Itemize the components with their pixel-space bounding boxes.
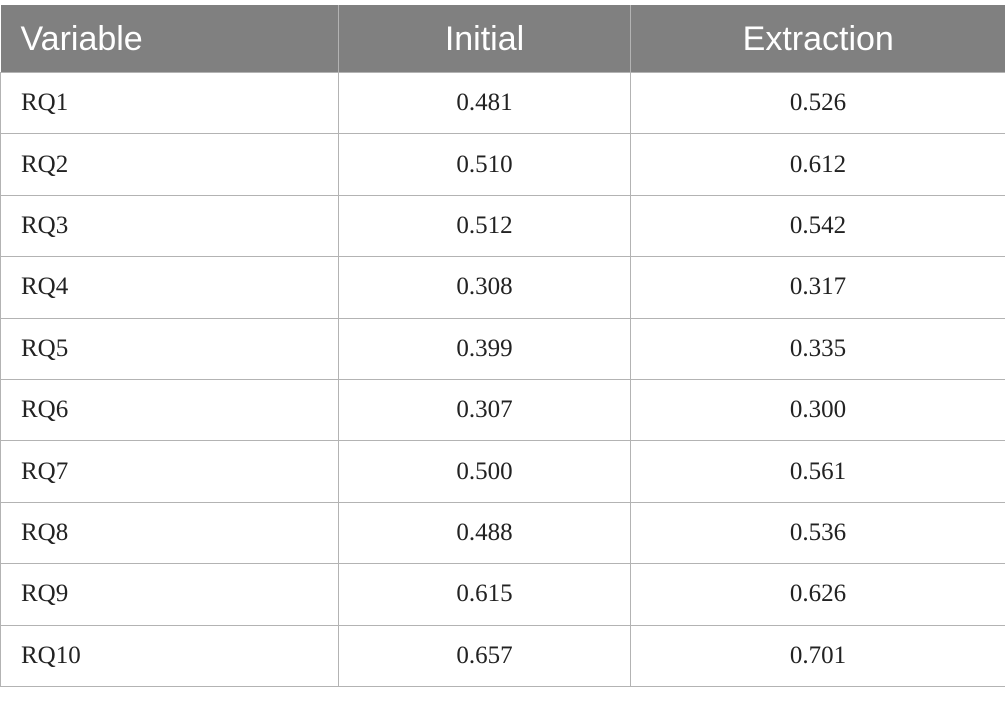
cell-extraction: 0.536	[630, 501, 1005, 565]
communalities-table-container: Variable Initial Extraction RQ1 0.481 0.…	[0, 5, 1005, 687]
cell-variable: RQ3	[0, 194, 339, 258]
cell-extraction: 0.335	[630, 317, 1005, 380]
cell-initial: 0.308	[338, 256, 631, 319]
table-row: RQ6 0.307 0.300	[0, 378, 1005, 442]
cell-initial: 0.399	[338, 317, 631, 380]
cell-initial: 0.488	[338, 501, 631, 565]
cell-initial: 0.307	[338, 378, 631, 442]
cell-variable: RQ6	[0, 378, 339, 442]
cell-extraction: 0.542	[630, 194, 1005, 258]
table-header: Variable Initial Extraction	[0, 5, 1005, 73]
table-row: RQ1 0.481 0.526	[0, 71, 1005, 135]
table-row: RQ5 0.399 0.335	[0, 317, 1005, 380]
table-row: RQ7 0.500 0.561	[0, 440, 1005, 503]
cell-initial: 0.657	[338, 624, 631, 687]
cell-extraction: 0.526	[630, 71, 1005, 135]
cell-extraction: 0.317	[630, 256, 1005, 319]
header-row: Variable Initial Extraction	[0, 5, 1005, 73]
cell-extraction: 0.561	[630, 440, 1005, 503]
table-row: RQ9 0.615 0.626	[0, 563, 1005, 626]
cell-extraction: 0.626	[630, 563, 1005, 626]
cell-initial: 0.500	[338, 440, 631, 503]
cell-variable: RQ9	[0, 563, 339, 626]
cell-variable: RQ7	[0, 440, 339, 503]
cell-variable: RQ10	[0, 624, 339, 687]
table-row: RQ8 0.488 0.536	[0, 501, 1005, 565]
table-row: RQ2 0.510 0.612	[0, 133, 1005, 196]
cell-extraction: 0.612	[630, 133, 1005, 196]
cell-initial: 0.512	[338, 194, 631, 258]
table-row: RQ3 0.512 0.542	[0, 194, 1005, 258]
cell-extraction: 0.300	[630, 378, 1005, 442]
cell-variable: RQ8	[0, 501, 339, 565]
cell-variable: RQ1	[0, 71, 339, 135]
cell-variable: RQ2	[0, 133, 339, 196]
cell-initial: 0.481	[338, 71, 631, 135]
header-variable: Variable	[0, 5, 339, 73]
cell-initial: 0.510	[338, 133, 631, 196]
table-body: RQ1 0.481 0.526 RQ2 0.510 0.612 RQ3 0.51…	[0, 71, 1005, 687]
header-extraction: Extraction	[630, 5, 1005, 73]
cell-extraction: 0.701	[630, 624, 1005, 687]
header-initial: Initial	[338, 5, 631, 73]
cell-variable: RQ4	[0, 256, 339, 319]
cell-initial: 0.615	[338, 563, 631, 626]
communalities-table: Variable Initial Extraction RQ1 0.481 0.…	[0, 5, 1005, 687]
table-row: RQ4 0.308 0.317	[0, 256, 1005, 319]
table-row: RQ10 0.657 0.701	[0, 624, 1005, 687]
cell-variable: RQ5	[0, 317, 339, 380]
